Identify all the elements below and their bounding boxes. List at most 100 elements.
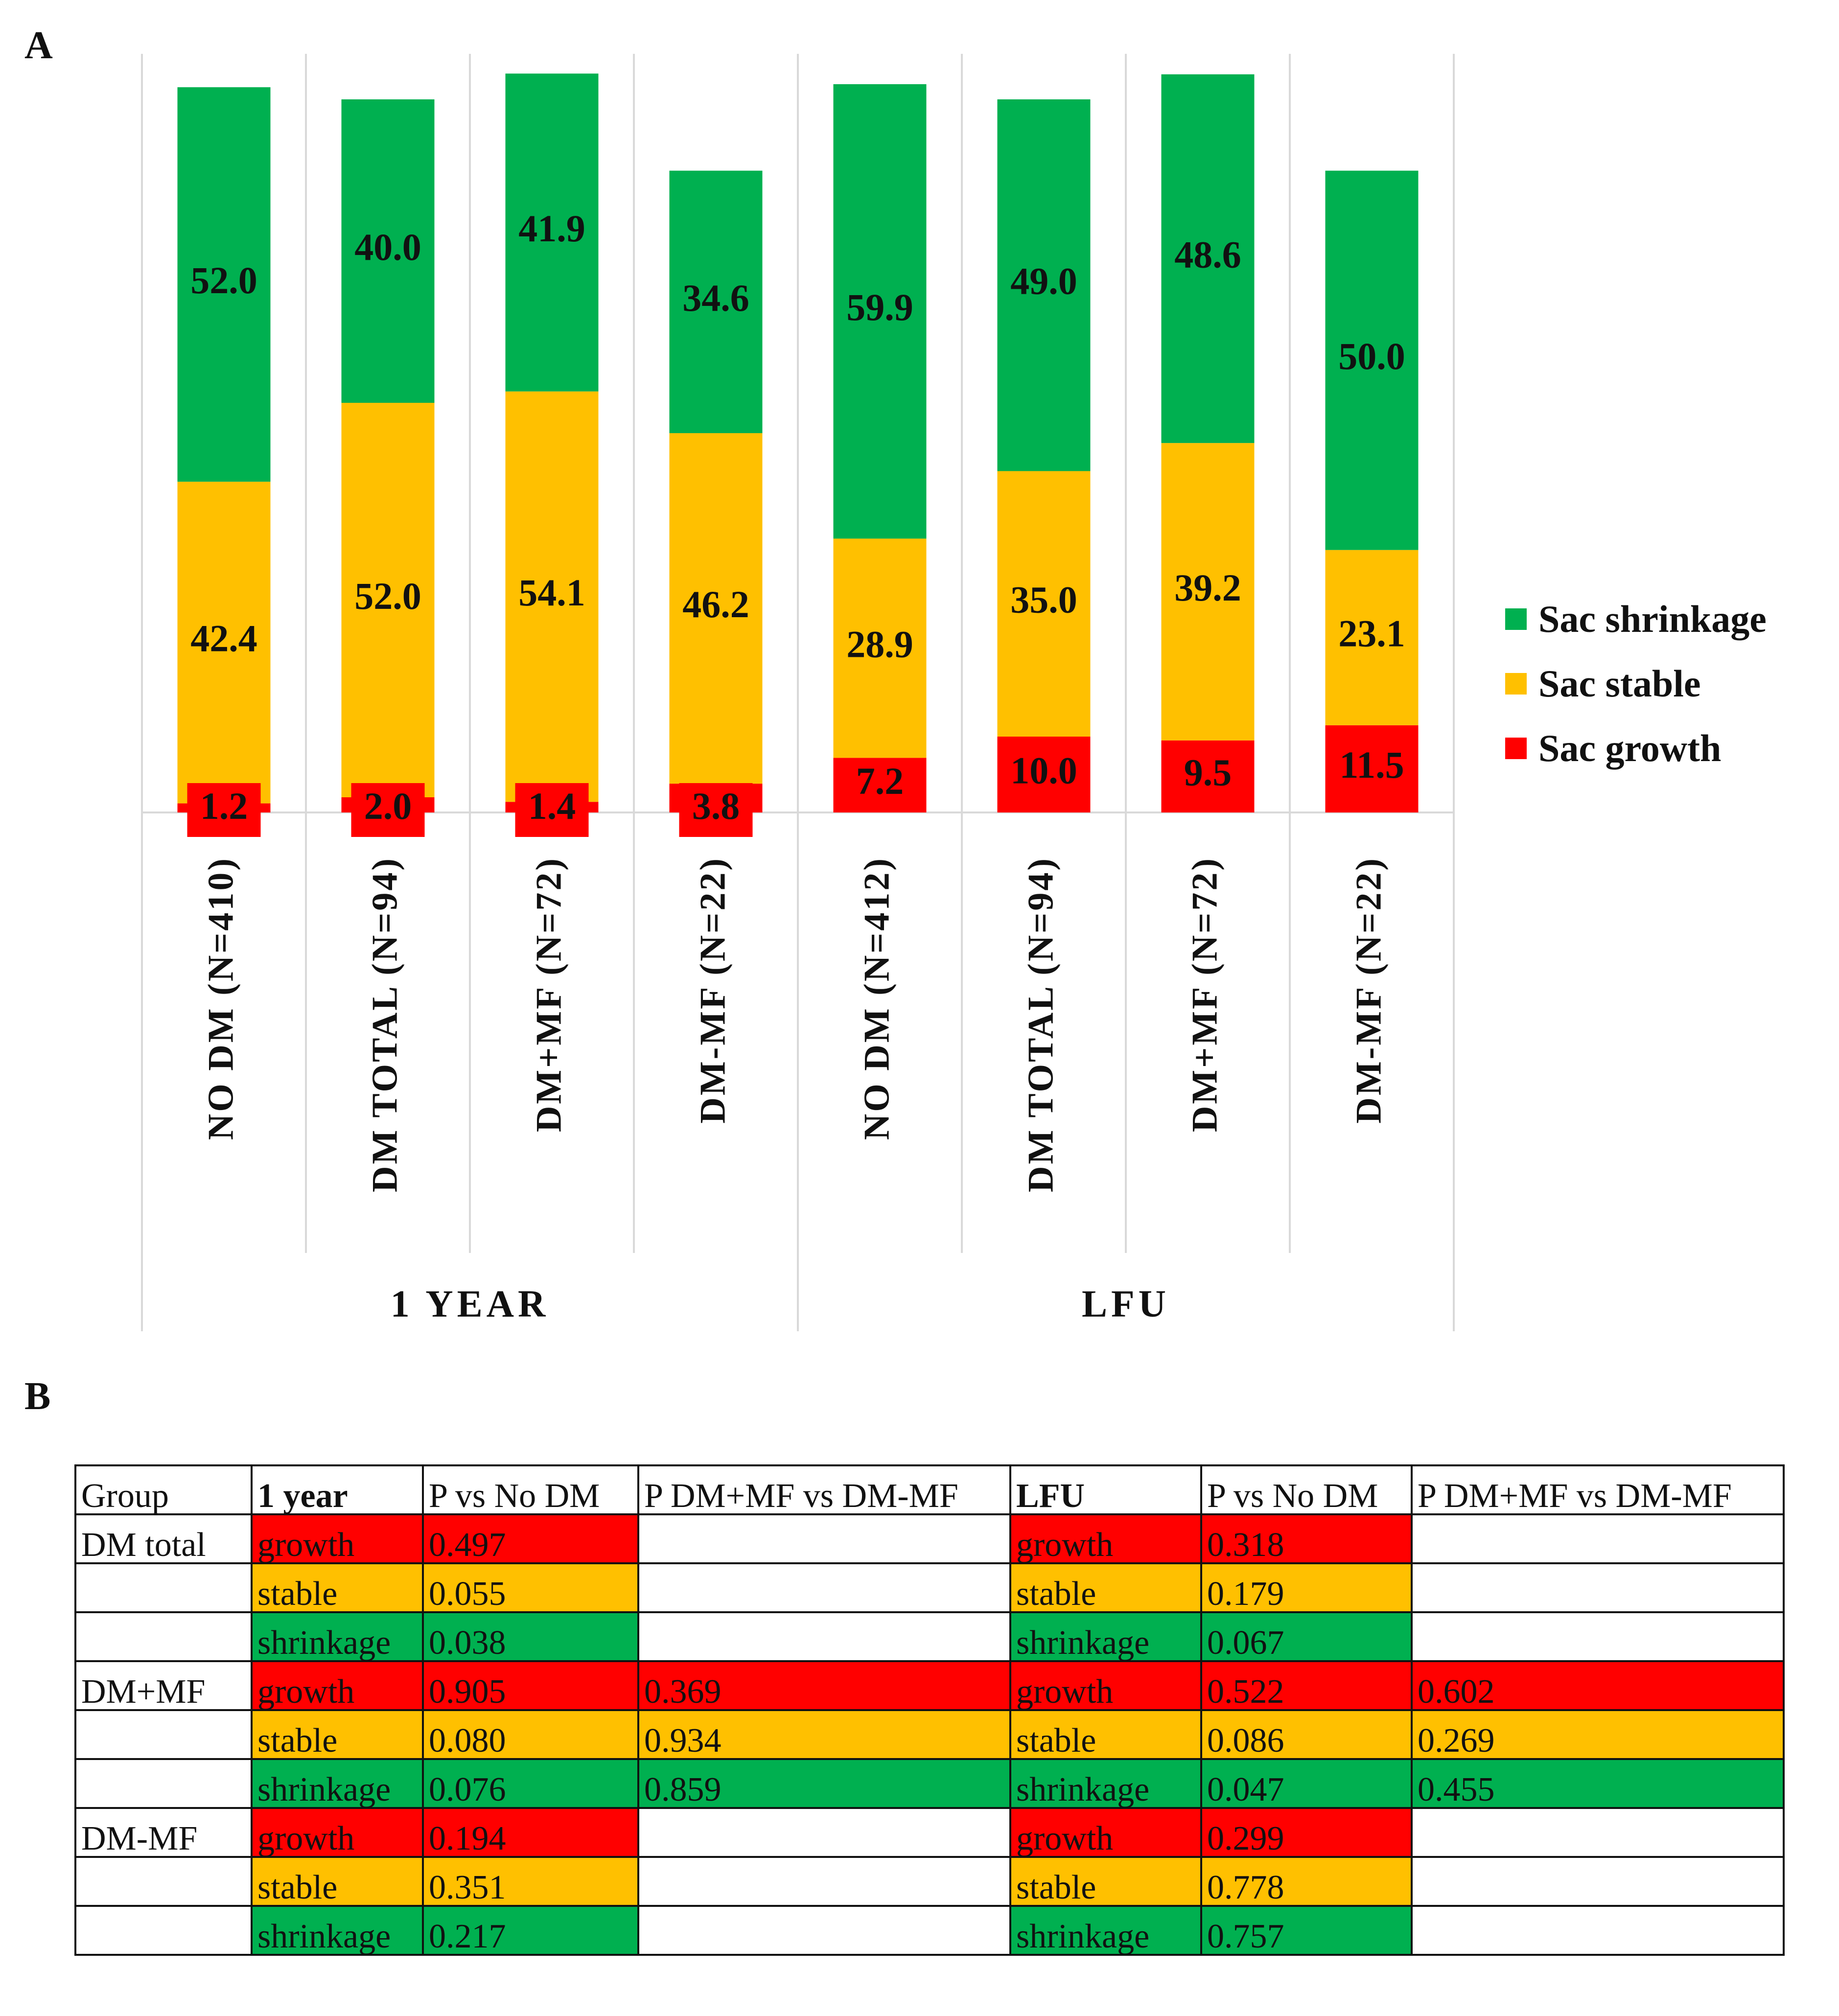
lfu-outcome-cell: growth <box>1009 1807 1202 1858</box>
x-tick-label: DM+MF (N=72) <box>529 857 569 1132</box>
outcome-cell: growth <box>251 1513 424 1564</box>
bar-sac-stable <box>833 538 927 758</box>
group-label: 1 YEAR <box>391 1282 550 1325</box>
p-value-cell: 0.047 <box>1200 1758 1413 1809</box>
bar-sac-growth <box>1161 740 1255 812</box>
lfu-outcome-cell: growth <box>1009 1513 1202 1564</box>
bar-sac-shrinkage <box>833 84 927 539</box>
outcome-cell: stable <box>251 1562 424 1613</box>
p-compare-cell <box>1411 1905 1785 1956</box>
data-label: 3.8 <box>692 785 740 827</box>
p-compare-cell: 0.369 <box>637 1660 1011 1711</box>
table-header: P vs No DM <box>1200 1464 1413 1515</box>
table-header: Group <box>74 1464 253 1515</box>
bar-sac-shrinkage <box>997 99 1091 471</box>
p-compare-cell <box>1411 1611 1785 1662</box>
p-value-cell: 0.217 <box>422 1905 639 1956</box>
p-value-cell: 0.194 <box>422 1807 639 1858</box>
p-compare-cell <box>637 1513 1011 1564</box>
p-compare-cell <box>637 1611 1011 1662</box>
table-header: P DM+MF vs DM-MF <box>1411 1464 1785 1515</box>
outcome-cell: shrinkage <box>251 1905 424 1956</box>
panel-b-label: B <box>24 1375 51 1418</box>
growth-label-box <box>187 783 261 837</box>
p-value-cell: 0.080 <box>422 1709 639 1760</box>
panel-a-label: A <box>24 24 53 67</box>
group-cell <box>74 1611 253 1662</box>
data-label: 9.5 <box>1184 751 1232 793</box>
x-tick-label: DM-MF (N=22) <box>1349 857 1389 1124</box>
p-compare-cell <box>637 1807 1011 1858</box>
data-label: 54.1 <box>518 571 585 614</box>
legend-entry: Sac stable <box>1538 662 1701 705</box>
group-label: LFU <box>1082 1282 1170 1325</box>
table-header: LFU <box>1009 1464 1202 1515</box>
p-value-cell: 0.086 <box>1200 1709 1413 1760</box>
data-label: 35.0 <box>1010 579 1077 621</box>
p-compare-cell: 0.269 <box>1411 1709 1785 1760</box>
bar-sac-stable <box>997 471 1091 737</box>
data-label: 34.6 <box>682 277 749 319</box>
table-row: DM+MF growth 0.905 0.369 growth 0.522 0.602 <box>74 1660 1785 1711</box>
p-compare-cell <box>637 1856 1011 1907</box>
stacked-bar-chart: 1.2 42.4 52.0 NO DM (N=410) 2.0 52.0 40.0 DM TO… <box>141 54 1767 1331</box>
p-value-cell: 0.778 <box>1200 1856 1413 1907</box>
outcome-cell: growth <box>251 1660 424 1711</box>
data-label: 10.0 <box>1010 749 1077 791</box>
data-label: 7.2 <box>856 760 904 802</box>
bar-sac-growth <box>1325 725 1419 812</box>
group-cell: DM-MF <box>74 1807 253 1858</box>
group-cell <box>74 1562 253 1613</box>
x-tick-label: NO DM (N=410) <box>201 857 241 1140</box>
data-label: 2.0 <box>364 785 412 827</box>
group-cell: DM total <box>74 1513 253 1564</box>
legend-swatch <box>1505 738 1527 759</box>
group-cell <box>74 1758 253 1809</box>
bar-sac-shrinkage <box>505 73 599 392</box>
growth-label-box <box>679 783 753 837</box>
legend-entry: Sac shrinkage <box>1538 598 1767 640</box>
p-compare-cell <box>1411 1807 1785 1858</box>
table-header-row: Group 1 year P vs No DM P DM+MF vs DM-MF LFU… <box>74 1464 1785 1515</box>
group-cell <box>74 1856 253 1907</box>
table-header: 1 year <box>251 1464 424 1515</box>
p-value-cell: 0.522 <box>1200 1660 1413 1711</box>
data-label: 48.6 <box>1174 233 1241 276</box>
p-value-cell: 0.299 <box>1200 1807 1413 1858</box>
bar-sac-stable <box>669 433 763 784</box>
outcome-cell: growth <box>251 1807 424 1858</box>
table-row: stable 0.055 stable 0.179 <box>74 1562 1785 1613</box>
p-value-cell: 0.757 <box>1200 1905 1413 1956</box>
p-value-cell: 0.067 <box>1200 1611 1413 1662</box>
bar-sac-stable <box>1161 443 1255 741</box>
x-tick-label: DM-MF (N=22) <box>693 857 733 1124</box>
p-value-cell: 0.905 <box>422 1660 639 1711</box>
data-label: 23.1 <box>1338 612 1405 655</box>
bar-sac-shrinkage <box>669 170 763 433</box>
lfu-outcome-cell: stable <box>1009 1562 1202 1613</box>
data-label: 1.2 <box>200 785 248 827</box>
table-header: P vs No DM <box>422 1464 639 1515</box>
table-row: shrinkage 0.076 0.859 shrinkage 0.047 0.455 <box>74 1758 1785 1809</box>
bar-sac-shrinkage <box>1161 74 1255 443</box>
data-label: 28.9 <box>846 623 913 665</box>
bar-sac-shrinkage <box>341 99 435 403</box>
x-tick-label: DM TOTAL (N=94) <box>1021 857 1061 1192</box>
p-value-cell: 0.351 <box>422 1856 639 1907</box>
p-compare-cell: 0.602 <box>1411 1660 1785 1711</box>
group-cell <box>74 1905 253 1956</box>
lfu-outcome-cell: shrinkage <box>1009 1611 1202 1662</box>
outcome-cell: shrinkage <box>251 1611 424 1662</box>
data-label: 52.0 <box>354 575 421 617</box>
bar-sac-shrinkage <box>1325 170 1419 550</box>
lfu-outcome-cell: stable <box>1009 1856 1202 1907</box>
p-compare-cell <box>637 1562 1011 1613</box>
legend-entry: Sac growth <box>1538 727 1721 769</box>
bar-sac-growth <box>833 758 927 812</box>
x-tick-label: NO DM (N=412) <box>857 857 897 1140</box>
p-value-table: Group 1 year P vs No DM P DM+MF vs DM-MF LFU… <box>74 1464 1785 1956</box>
p-value-cell: 0.076 <box>422 1758 639 1809</box>
data-label: 59.9 <box>846 286 913 328</box>
p-value-cell: 0.497 <box>422 1513 639 1564</box>
table-row: stable 0.351 stable 0.778 <box>74 1856 1785 1907</box>
